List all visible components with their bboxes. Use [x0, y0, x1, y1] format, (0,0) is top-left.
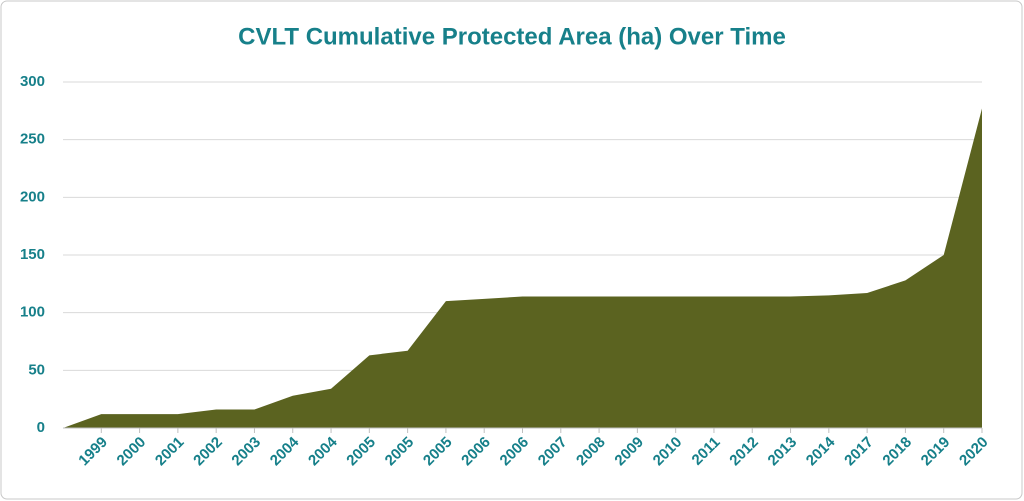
chart-title: CVLT Cumulative Protected Area (ha) Over…: [238, 23, 786, 50]
y-tick-label: 100: [20, 304, 45, 321]
y-tick-label: 200: [20, 188, 45, 205]
y-tick-label: 50: [28, 361, 45, 378]
y-tick-label: 0: [37, 419, 45, 436]
y-tick-label: 250: [20, 131, 45, 148]
y-tick-label: 150: [20, 246, 45, 263]
y-tick-label: 300: [20, 73, 45, 90]
area: [63, 108, 982, 428]
